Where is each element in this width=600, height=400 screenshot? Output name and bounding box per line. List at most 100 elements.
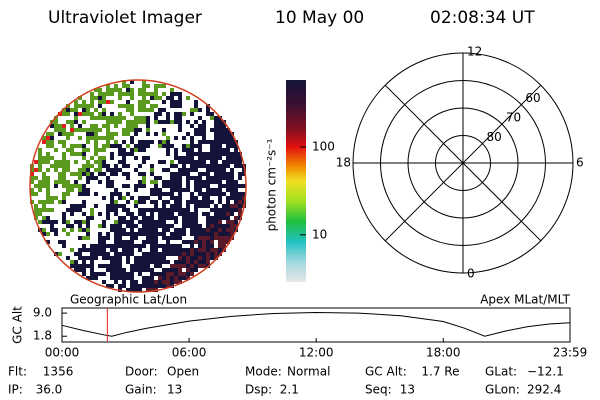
pixel xyxy=(114,260,118,264)
pixel xyxy=(166,224,170,228)
pixel xyxy=(166,284,170,288)
pixel xyxy=(186,168,190,172)
pixel xyxy=(118,104,122,108)
pixel xyxy=(118,148,122,152)
pixel xyxy=(186,204,190,208)
axis-line xyxy=(384,84,542,242)
pixel xyxy=(122,152,126,156)
pixel xyxy=(222,232,226,236)
pixel xyxy=(138,288,142,292)
pixel xyxy=(34,216,38,220)
pixel xyxy=(174,176,178,180)
pixel xyxy=(138,244,142,248)
pixel xyxy=(178,172,182,176)
pixel xyxy=(146,220,150,224)
pixel xyxy=(70,248,74,252)
pixel xyxy=(122,132,126,136)
pixel xyxy=(146,276,150,280)
pixel xyxy=(138,88,142,92)
pixel xyxy=(222,244,226,248)
pixel xyxy=(78,136,82,140)
pixel xyxy=(126,288,130,292)
pixel xyxy=(210,156,214,160)
pixel xyxy=(130,252,134,256)
pixel xyxy=(30,200,34,204)
pixel xyxy=(146,260,150,264)
pixel xyxy=(198,148,202,152)
pixel xyxy=(198,144,202,148)
pixel xyxy=(38,168,42,172)
pixel xyxy=(78,208,82,212)
pixel xyxy=(130,196,134,200)
pixel xyxy=(214,220,218,224)
pixel xyxy=(150,164,154,168)
pixel xyxy=(190,144,194,148)
pixel xyxy=(86,248,90,252)
pixel xyxy=(218,184,222,188)
pixel xyxy=(218,168,222,172)
pixel xyxy=(210,140,214,144)
pixel xyxy=(46,216,50,220)
pixel xyxy=(98,236,102,240)
pixel xyxy=(138,212,142,216)
pixel xyxy=(182,188,186,192)
pixel xyxy=(174,148,178,152)
pixel xyxy=(214,224,218,228)
pixel xyxy=(94,204,98,208)
pixel xyxy=(90,136,94,140)
pixel xyxy=(202,200,206,204)
info-label: Flt: xyxy=(8,365,27,379)
pixel xyxy=(242,172,246,176)
pixel xyxy=(178,156,182,160)
pixel xyxy=(38,188,42,192)
pixel xyxy=(166,280,170,284)
pixel xyxy=(58,164,62,168)
pixel xyxy=(74,260,78,264)
pixel xyxy=(114,120,118,124)
pixel xyxy=(122,208,126,212)
pixel xyxy=(70,152,74,156)
pixel xyxy=(142,244,146,248)
pixel xyxy=(94,148,98,152)
pixel xyxy=(146,84,150,88)
pixel xyxy=(158,276,162,280)
info-value: 13 xyxy=(400,383,415,397)
pixel xyxy=(82,184,86,188)
pixel xyxy=(178,100,182,104)
pixel xyxy=(62,176,66,180)
pixel xyxy=(202,140,206,144)
pixel xyxy=(50,164,54,168)
pixel xyxy=(90,156,94,160)
pixel xyxy=(38,152,42,156)
pixel xyxy=(138,92,142,96)
pixel xyxy=(126,256,130,260)
pixel xyxy=(150,208,154,212)
pixel xyxy=(166,216,170,220)
pixel xyxy=(122,196,126,200)
pixel xyxy=(74,144,78,148)
pixel xyxy=(138,228,142,232)
pixel xyxy=(186,152,190,156)
pixel xyxy=(194,168,198,172)
pixel xyxy=(94,152,98,156)
pixel xyxy=(54,180,58,184)
pixel xyxy=(206,140,210,144)
pixel xyxy=(90,92,94,96)
info-value: 13 xyxy=(167,383,182,397)
pixel xyxy=(110,276,114,280)
pixel xyxy=(142,156,146,160)
pixel xyxy=(154,236,158,240)
pixel xyxy=(226,200,230,204)
pixel xyxy=(90,276,94,280)
pixel xyxy=(126,272,130,276)
pixel xyxy=(182,156,186,160)
pixel xyxy=(198,128,202,132)
pixel xyxy=(210,248,214,252)
pixel xyxy=(210,232,214,236)
pixel xyxy=(146,284,150,288)
pixel xyxy=(142,184,146,188)
pixel xyxy=(130,244,134,248)
pixel xyxy=(122,156,126,160)
pixel xyxy=(190,176,194,180)
pixel xyxy=(230,224,234,228)
